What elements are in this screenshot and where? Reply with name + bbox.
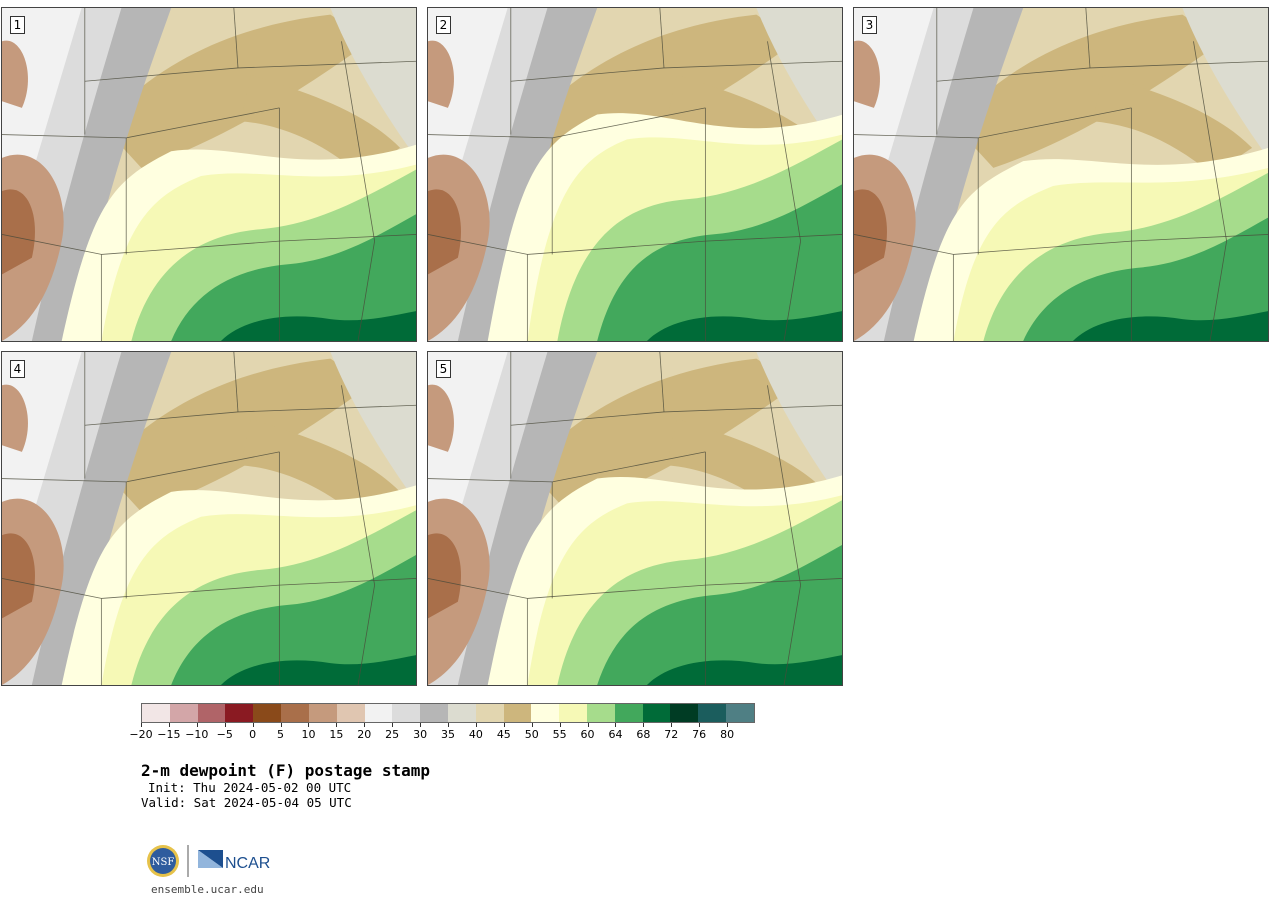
colorbar-tick [364,723,366,727]
colorbar-tick-label: −20 [129,728,153,741]
colorbar-tick-label: 30 [413,728,428,741]
colorbar-tick [531,723,533,727]
colorbar-tick [141,723,142,727]
panel-number-3: 3 [862,16,877,34]
colorbar-tick-label: 5 [277,728,285,741]
svg-text:NCAR: NCAR [225,855,270,872]
panel-number-2: 2 [436,16,451,34]
dewpoint-map [428,8,842,341]
colorbar-tick [392,723,394,727]
colorbar-ticks: −20 −15 −10 −5 0 5 10 15 20 25 30 35 40 45 50 55 60 64 68 7… [129,723,755,743]
colorbar [141,703,755,723]
colorbar-segment [253,704,282,722]
colorbar-segment [475,704,504,722]
colorbar-tick [643,723,645,727]
nsf-logo: NSF [147,845,179,877]
colorbar-tick-label: 68 [636,728,651,741]
colorbar-tick-label: 20 [357,728,372,741]
colorbar-segment [308,704,337,722]
valid-time: Valid: Sat 2024-05-04 05 UTC [141,795,352,810]
colorbar-tick [336,723,338,727]
panel-number-1: 1 [10,16,25,34]
colorbar-tick [168,723,170,727]
colorbar-segment [392,704,421,722]
dewpoint-map [854,8,1268,341]
panel-number-5: 5 [436,360,451,378]
colorbar-tick-label: 60 [580,728,595,741]
dewpoint-map [2,8,416,341]
colorbar-tick-label: 40 [468,728,483,741]
colorbar-segment [531,704,560,722]
colorbar-tick-label: 72 [664,728,679,741]
forecast-panel-2: 2 [427,7,843,342]
colorbar-tick [587,723,589,727]
colorbar-segment [726,704,754,722]
colorbar-tick-label: 10 [301,728,316,741]
colorbar-segment [447,704,476,722]
colorbar-tick-label: 55 [552,728,567,741]
forecast-panel-1: 1 [1,7,417,342]
colorbar-tick [475,723,477,727]
panel-number-4: 4 [10,360,25,378]
dewpoint-map [428,352,842,685]
figure-title: 2-m dewpoint (F) postage stamp [141,761,430,780]
colorbar-tick-label: 50 [524,728,539,741]
svg-text:NSF: NSF [152,857,175,868]
colorbar-tick-label: 64 [608,728,623,741]
forecast-panel-4: 4 [1,351,417,686]
colorbar-segment [420,704,448,722]
colorbar-tick-label: 35 [441,728,455,741]
colorbar-segment [559,704,587,722]
forecast-panel-5: 5 [427,351,843,686]
colorbar-segment [670,704,699,722]
colorbar-segment [225,704,254,722]
colorbar-segment [281,704,309,722]
colorbar-tick [224,723,226,727]
colorbar-tick-label: 25 [385,728,400,741]
colorbar-tick-label: 0 [249,728,257,741]
colorbar-tick [196,723,198,727]
colorbar-tick [252,723,254,727]
colorbar-tick [559,723,561,727]
colorbar-tick [448,723,449,727]
colorbar-segment [503,704,532,722]
init-time: Init: Thu 2024-05-02 00 UTC [148,780,352,795]
colorbar-tick [280,723,282,727]
colorbar-segment [197,704,226,722]
colorbar-segment [336,704,365,722]
website-text: ensemble.ucar.edu [151,883,264,896]
colorbar-tick [727,723,729,727]
colorbar-tick [615,723,617,727]
colorbar-segment [587,704,615,722]
colorbar-segment [142,704,170,722]
colorbar-tick-label: −5 [216,728,233,741]
forecast-panel-3: 3 [853,7,1269,342]
colorbar-tick-label: 45 [496,728,511,741]
colorbar-segment [642,704,671,722]
colorbar-tick [671,723,673,727]
colorbar-tick [503,723,505,727]
colorbar-tick-label: 76 [692,728,707,741]
colorbar-tick [420,723,422,727]
colorbar-segment [364,704,393,722]
nsf-ncar-logos: NSF NCAR [147,845,270,877]
dewpoint-map [2,352,416,685]
colorbar-tick-label: −10 [185,728,209,741]
colorbar-segment [698,704,727,722]
colorbar-tick [308,723,310,727]
ncar-logo: NCAR [198,850,270,872]
colorbar-tick-label: 80 [720,728,735,741]
colorbar-tick [699,723,701,727]
colorbar-tick-label: −15 [157,728,181,741]
colorbar-segment [169,704,198,722]
colorbar-tick-label: 15 [329,728,344,741]
colorbar-segment [614,704,643,722]
